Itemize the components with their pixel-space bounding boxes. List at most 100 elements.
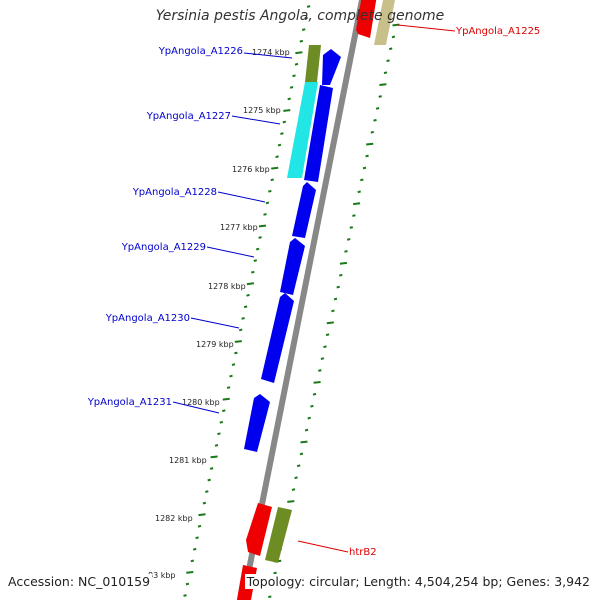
scale-tick-minor — [253, 259, 258, 262]
scale-tick-minor — [234, 351, 238, 355]
scale-tick-major — [295, 51, 303, 55]
scale-tick-minor — [195, 536, 199, 540]
scale-ticks-outer — [268, 23, 400, 599]
scale-label: 1276 kbp — [232, 165, 270, 174]
scale-tick-minor — [226, 386, 231, 389]
gene-ypangola-a1227-arrow[interactable] — [304, 85, 333, 182]
gene-htrb2-olive[interactable] — [265, 507, 292, 563]
scale-tick-minor — [263, 213, 267, 216]
gene-htrb2-red[interactable] — [246, 503, 272, 556]
scale-tick-minor — [365, 154, 369, 158]
scale-tick-minor — [219, 420, 224, 424]
gene-ypangola-a1230-arrow[interactable] — [261, 293, 294, 383]
scale-tick-major — [186, 571, 194, 574]
topology-text: Topology: circular; Length: 4,504,254 bp… — [244, 574, 592, 589]
scale-tick-major — [313, 381, 321, 384]
scale-tick-minor — [373, 118, 377, 122]
gene-ypangola-a1227-cyan[interactable] — [287, 82, 318, 178]
gene-label-ypangola-a1227[interactable]: YpAngola_A1227 — [146, 111, 231, 122]
scale-tick-major — [246, 282, 255, 286]
scale-tick-minor — [386, 59, 390, 63]
scale-tick-minor — [282, 120, 287, 124]
scale-tick-minor — [336, 285, 340, 289]
scale-tick-major — [222, 397, 230, 401]
scale-tick-minor — [229, 374, 233, 378]
scale-tick-minor — [346, 238, 351, 241]
scale-tick-minor — [217, 432, 221, 436]
scale-tick-minor — [370, 130, 375, 134]
scale-tick-minor — [207, 478, 211, 482]
label-leader — [190, 317, 240, 329]
label-leader — [243, 52, 293, 59]
gene-label-ypangola-a1229[interactable]: YpAngola_A1229 — [121, 242, 206, 253]
scale-tick-minor — [185, 582, 190, 586]
gene-ypangola-a1228-arrow[interactable] — [292, 182, 316, 238]
scale-tick-minor — [238, 328, 243, 332]
scale-tick-minor — [243, 305, 248, 309]
scale-label: 1282 kbp — [155, 514, 193, 523]
gene-label-ypangola-a1230[interactable]: YpAngola_A1230 — [105, 313, 190, 324]
scale-tick-minor — [325, 333, 330, 337]
gene-label-ypangola-a1231[interactable]: YpAngola_A1231 — [87, 397, 172, 408]
scale-label: 1277 kbp — [220, 223, 258, 232]
gene-ypangola-a1225-red[interactable] — [356, 0, 377, 38]
scale-tick-minor — [280, 132, 284, 135]
scale-tick-minor — [344, 250, 348, 253]
label-leader — [172, 401, 220, 414]
scale-tick-minor — [268, 595, 272, 599]
gene-ypangola-a1226-arrow[interactable] — [322, 49, 341, 85]
scale-tick-minor — [251, 270, 255, 274]
gene-ypangola-a1225-tan[interactable] — [374, 0, 396, 45]
scale-tick-minor — [209, 467, 214, 470]
scale-label: 1275 kbp — [243, 106, 281, 115]
scale-label: 83 kbp — [148, 571, 176, 580]
scale-label: 1274 kbp — [252, 48, 290, 57]
gene-label-htrb2[interactable]: htrB2 — [349, 547, 377, 558]
scale-tick-minor — [299, 39, 304, 43]
scale-tick-minor — [357, 190, 361, 194]
scale-tick-major — [366, 142, 374, 146]
scale-tick-minor — [205, 490, 209, 493]
gene-label-ypangola-a1226[interactable]: YpAngola_A1226 — [158, 46, 243, 57]
scale-tick-major — [234, 340, 242, 343]
scale-tick-minor — [202, 501, 207, 505]
scale-tick-minor — [246, 293, 250, 297]
map-title: Yersinia pestis Angola, complete genome — [155, 8, 445, 24]
scale-tick-minor — [258, 236, 262, 239]
gene-label-ypangola-a1225[interactable]: YpAngola_A1225 — [455, 26, 540, 37]
scale-tick-minor — [294, 62, 299, 66]
gene-ypangola-a1231-arrow[interactable] — [244, 394, 270, 452]
scale-tick-minor — [307, 416, 311, 420]
scale-tick-minor — [190, 559, 195, 563]
scale-tick-minor — [214, 444, 219, 447]
scale-tick-minor — [277, 143, 282, 147]
scale-tick-minor — [183, 594, 187, 597]
accession-text: Accession: NC_010159 — [6, 574, 153, 589]
scale-tick-minor — [304, 16, 308, 20]
scale-tick-major — [326, 321, 334, 325]
scale-tick-minor — [306, 5, 311, 8]
scale-tick-minor — [360, 178, 364, 182]
gene-ypangola-a1229-arrow[interactable] — [280, 238, 305, 295]
gene-label-ypangola-a1228[interactable]: YpAngola_A1228 — [132, 187, 217, 198]
scale-tick-minor — [270, 178, 274, 182]
scale-label: 1278 kbp — [208, 282, 246, 291]
label-leader — [397, 24, 456, 32]
scale-tick-minor — [255, 247, 260, 251]
scale-label: 1281 kbp — [169, 456, 207, 465]
scale-tick-minor — [273, 571, 277, 575]
scale-tick-minor — [352, 214, 356, 217]
scale-tick-minor — [289, 86, 294, 89]
scale-label: 1279 kbp — [196, 340, 234, 349]
scale-tick-major — [300, 440, 308, 444]
scale-tick-minor — [318, 369, 322, 372]
scale-tick-minor — [312, 392, 317, 396]
label-leader — [231, 115, 281, 125]
scale-tick-minor — [222, 409, 226, 413]
scale-tick-minor — [287, 97, 291, 101]
scale-tick-minor — [331, 309, 335, 313]
scale-tick-minor — [323, 345, 327, 349]
gene-ypangola-a1226-olive[interactable] — [305, 45, 321, 82]
